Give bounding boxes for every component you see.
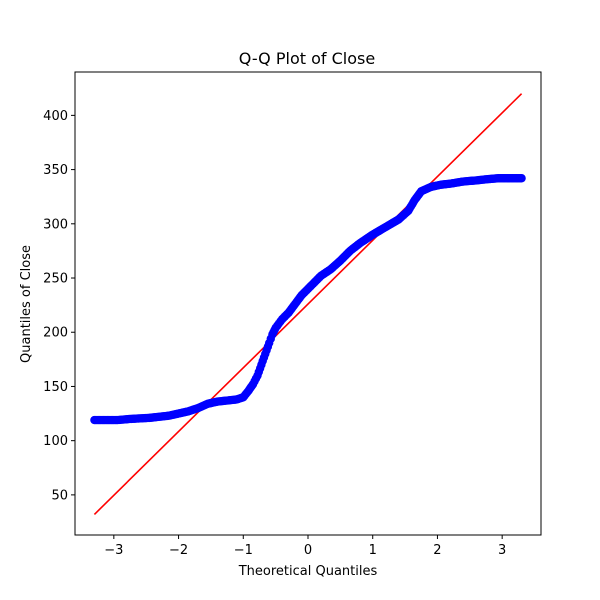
y-tick-label: 250 [43,272,68,287]
x-tick-label: 3 [498,543,506,558]
y-axis: 50 100 150 200 250 300 350 400 [43,109,75,503]
series-group [90,93,526,515]
x-tick-label: 0 [304,543,312,558]
chart-title: Q-Q Plot of Close [239,49,375,68]
y-tick-label: 400 [43,109,68,124]
y-axis-label: Quantiles of Close [19,245,34,363]
y-tick-label: 350 [43,163,68,178]
data-point [517,174,526,183]
x-tick-label: −2 [169,543,188,558]
y-tick-label: 100 [43,434,68,449]
x-tick-label: 2 [433,543,441,558]
y-tick-label: 150 [43,380,68,395]
x-tick-label: −3 [104,543,123,558]
x-axis-label: Theoretical Quantiles [238,564,378,579]
y-tick-label: 50 [51,488,68,503]
x-tick-label: −1 [234,543,253,558]
x-axis: −3 −2 −1 0 1 2 3 [104,535,506,558]
y-tick-label: 200 [43,326,68,341]
x-tick-label: 1 [369,543,377,558]
plot-area [90,93,526,515]
reference-line [93,93,523,515]
y-tick-label: 300 [43,217,68,232]
